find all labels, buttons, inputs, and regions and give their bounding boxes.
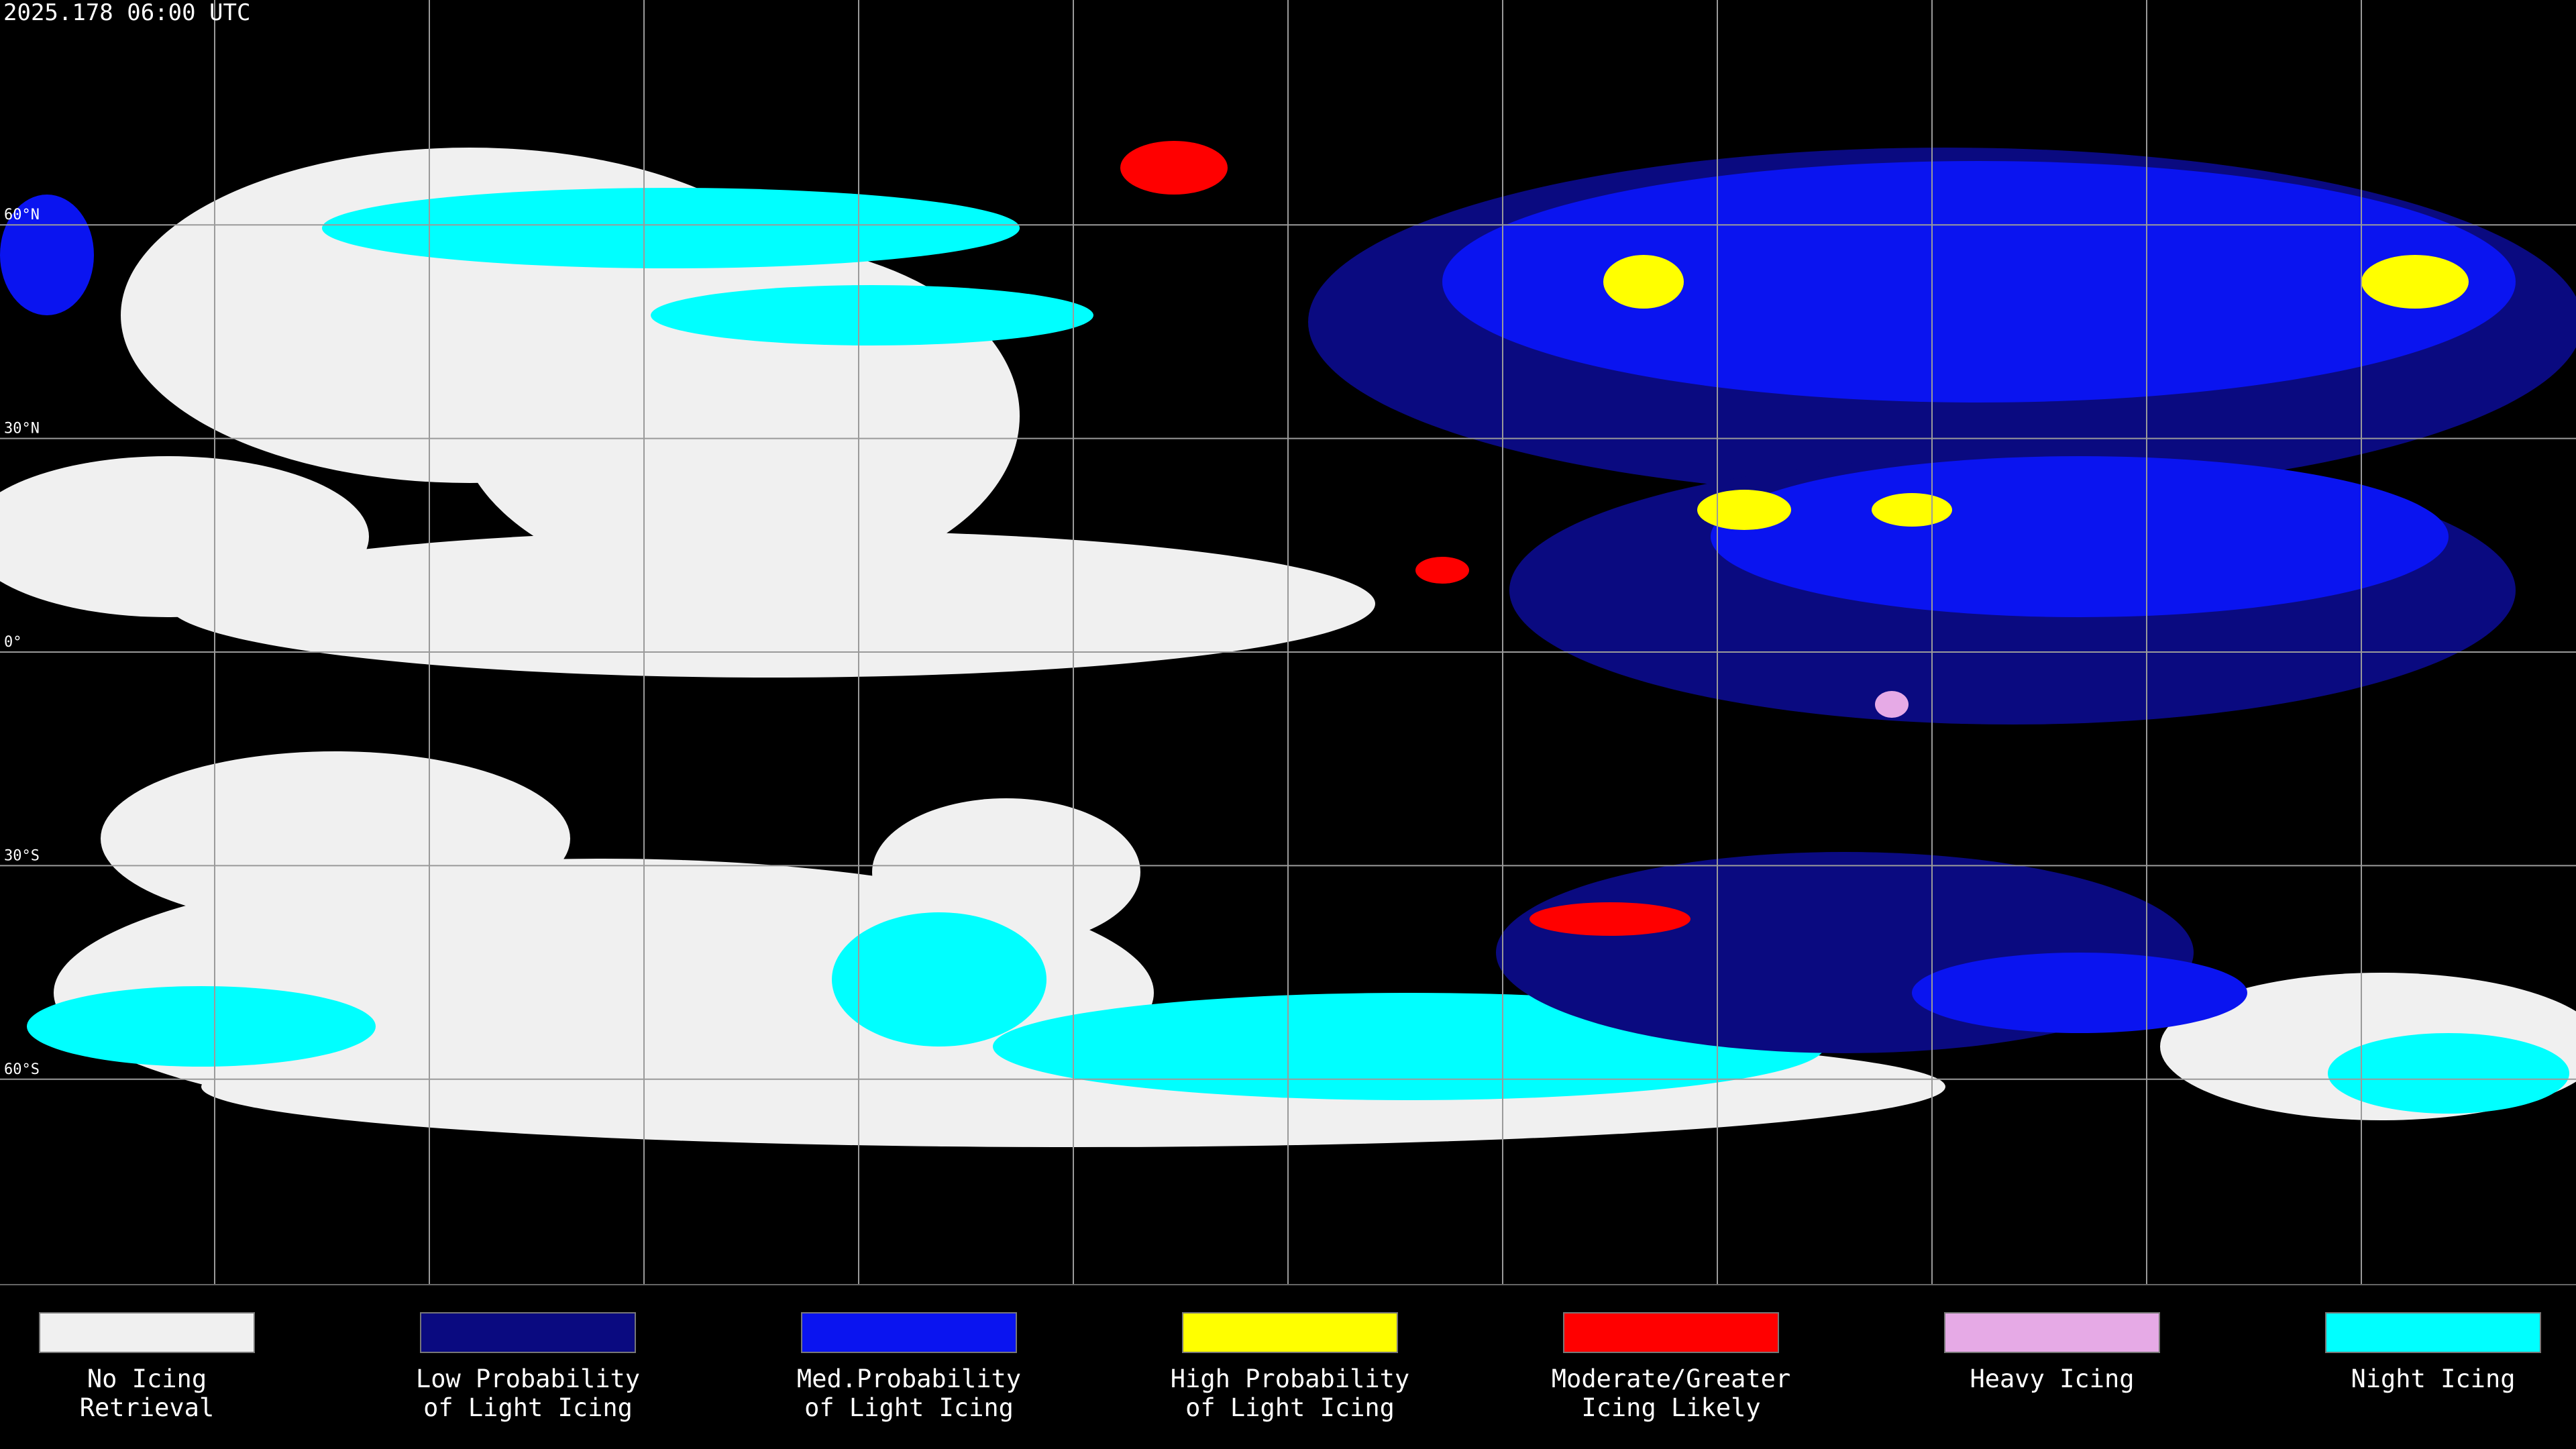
icing-area bbox=[1697, 490, 1791, 530]
icing-area bbox=[651, 285, 1093, 345]
legend-label: Retrieval bbox=[80, 1393, 214, 1422]
lat-label: 30°S bbox=[4, 847, 40, 864]
icing-area bbox=[1529, 902, 1690, 936]
lat-label: 30°N bbox=[4, 421, 40, 437]
icing-area bbox=[832, 912, 1046, 1046]
legend-label: High Probability bbox=[1171, 1364, 1409, 1393]
legend-label: Med.Probability bbox=[797, 1364, 1021, 1393]
icing-area bbox=[1872, 493, 1952, 527]
legend-label: of Light Icing bbox=[804, 1393, 1014, 1422]
icing-area bbox=[168, 530, 1375, 678]
timestamp: 2025.178 06:00 UTC bbox=[3, 0, 250, 26]
legend-label: No Icing bbox=[87, 1364, 207, 1393]
icing-area bbox=[322, 188, 1020, 268]
icing-area bbox=[1912, 953, 2247, 1033]
lat-label: 0° bbox=[4, 634, 22, 651]
legend-swatch bbox=[39, 1312, 255, 1353]
icing-area bbox=[2361, 255, 2469, 309]
legend-swatch bbox=[2325, 1312, 2541, 1353]
legend-swatch bbox=[801, 1312, 1017, 1353]
legend-label: Moderate/Greater bbox=[1552, 1364, 1790, 1393]
legend-label: of Light Icing bbox=[1185, 1393, 1395, 1422]
graticule: 60°N 30°N 0° 30°S 60°S bbox=[0, 0, 2576, 1285]
icing-area bbox=[2328, 1033, 2569, 1114]
legend-swatch bbox=[1182, 1312, 1398, 1353]
legend-label: Low Probability bbox=[416, 1364, 640, 1393]
icing-area bbox=[1442, 161, 2516, 402]
icing-area bbox=[1875, 691, 1909, 718]
legend-swatch bbox=[420, 1312, 636, 1353]
icing-field bbox=[0, 141, 2576, 1147]
icing-area bbox=[1415, 557, 1469, 584]
legend-label: Heavy Icing bbox=[1970, 1364, 2134, 1393]
icing-area bbox=[1120, 141, 1228, 195]
legend-swatch bbox=[1944, 1312, 2160, 1353]
legend-label: of Light Icing bbox=[423, 1393, 633, 1422]
icing-area bbox=[1711, 456, 2449, 617]
icing-area bbox=[1603, 255, 1684, 309]
lat-label: 60°N bbox=[4, 207, 40, 223]
legend-label: Icing Likely bbox=[1581, 1393, 1760, 1422]
legend-label: Night Icing bbox=[2351, 1364, 2515, 1393]
icing-area bbox=[27, 986, 376, 1067]
legend-swatch bbox=[1563, 1312, 1779, 1353]
lat-label: 60°S bbox=[4, 1061, 40, 1078]
